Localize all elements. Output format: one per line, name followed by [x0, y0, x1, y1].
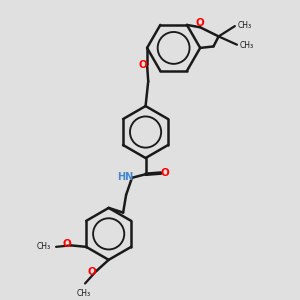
Text: CH₃: CH₃ — [239, 41, 254, 50]
Text: O: O — [88, 267, 97, 277]
Text: HN: HN — [117, 172, 134, 182]
Text: O: O — [161, 168, 170, 178]
Text: O: O — [139, 60, 147, 70]
Text: CH₃: CH₃ — [237, 21, 251, 30]
Text: O: O — [62, 239, 71, 249]
Text: CH₃: CH₃ — [37, 242, 51, 251]
Text: O: O — [196, 18, 205, 28]
Text: CH₃: CH₃ — [76, 289, 91, 298]
